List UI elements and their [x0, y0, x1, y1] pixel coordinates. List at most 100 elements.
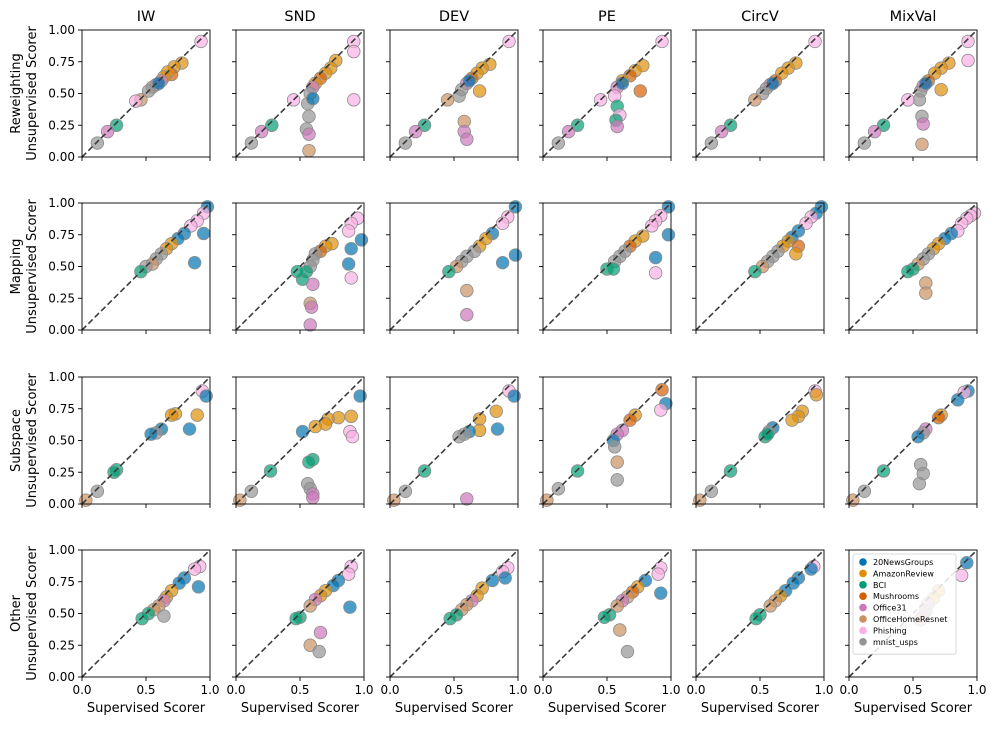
diagonal-reference-line [848, 202, 978, 331]
data-point-mnist-usps [452, 89, 466, 103]
data-point-mnist-usps [620, 644, 635, 659]
data-point-mnist-usps [312, 644, 326, 659]
data-point-20newsgroups [960, 556, 974, 570]
column-title: DEV [439, 9, 469, 25]
panel-mapping-snd [232, 202, 369, 334]
data-point-amazonreview [785, 413, 799, 427]
data-point-phishing [187, 562, 202, 576]
legend-marker-bci [859, 581, 867, 589]
diagonal-reference-line [235, 549, 365, 678]
y-tick-label: 0.25 [48, 291, 75, 305]
data-point-phishing [347, 44, 361, 59]
diagonal-reference-line [695, 29, 825, 158]
data-point-mnist-usps [398, 484, 413, 499]
diagonal-reference-line [81, 549, 211, 678]
data-point-20newsgroups [341, 257, 356, 271]
legend-label: OfficeHomeResnet [873, 615, 947, 624]
data-point-amazonreview [472, 84, 487, 98]
data-point-phishing [961, 34, 975, 49]
data-point-amazonreview [809, 388, 824, 402]
row-label-subspace: Subspace [9, 409, 24, 472]
x-tick-label: 1.0 [661, 683, 680, 697]
panel-mapping-pe [539, 200, 676, 334]
data-point-bci [289, 611, 303, 626]
y-tick-label: 0.50 [48, 434, 75, 448]
data-point-amazonreview [190, 408, 204, 422]
diagonal-reference-line [389, 549, 519, 678]
x-tick-label: 0.0 [380, 683, 399, 697]
y-tick-label: 0.75 [48, 55, 75, 69]
legend-marker-20newsgroups [859, 558, 867, 566]
panel-reweighting-pe: PE [539, 9, 672, 161]
diagonal-reference-line [235, 202, 365, 331]
x-axis-label: Supervised Scorer [548, 701, 667, 716]
data-point-bci [443, 611, 457, 626]
x-tick-label: 0.5 [444, 683, 463, 697]
legend-marker-mushrooms [859, 592, 867, 600]
data-point-phishing [954, 568, 969, 583]
legend: 20NewsGroups AmazonReview BCI Mushrooms Offi… [852, 553, 957, 655]
data-point-20newsgroups [648, 250, 663, 265]
x-tick-label: 0.5 [136, 683, 155, 697]
data-point-mnist-usps [244, 136, 259, 150]
data-point-officehomeresnet [915, 137, 929, 152]
panel-other-dev: 0.0 0.5 1.0 Supervised Scorer [380, 549, 528, 716]
legend-label: mnist_usps [873, 638, 918, 647]
data-point-phishing [495, 216, 510, 231]
diagonal-reference-line [542, 549, 672, 678]
data-point-office31 [304, 300, 319, 314]
data-point-bci [265, 118, 279, 132]
x-axis-label: Supervised Scorer [87, 701, 206, 716]
data-point-phishing [345, 429, 360, 444]
data-point-20newsgroups [498, 571, 512, 585]
data-point-office31 [460, 132, 474, 146]
x-tick-label: 1.0 [508, 683, 527, 697]
data-point-office31 [460, 492, 474, 506]
data-point-20newsgroups [199, 389, 213, 403]
legend-marker-office31 [859, 603, 867, 612]
y-tick-label: 0.00 [48, 150, 75, 164]
legend-label: 20NewsGroups [873, 558, 933, 567]
column-title: SND [284, 9, 315, 25]
x-tick-label: 1.0 [354, 683, 373, 697]
data-point-20newsgroups [495, 255, 510, 270]
panel-mapping-dev [386, 200, 523, 334]
legend-marker-officehomeresnet [859, 615, 867, 623]
data-point-phishing [129, 94, 143, 108]
data-point-mnist-usps [398, 136, 413, 150]
diagonal-reference-line [848, 376, 978, 505]
data-point-mushrooms [931, 410, 946, 425]
data-point-20newsgroups [152, 76, 166, 91]
row-label-reweighting: Reweighting [9, 53, 24, 133]
column-title: IW [137, 9, 156, 25]
data-point-officehomeresnet [460, 283, 474, 298]
diagonal-reference-line [695, 376, 825, 505]
data-point-mnist-usps [607, 440, 622, 454]
y-tick-label: 0.00 [48, 323, 75, 337]
data-point-mnist-usps [704, 136, 719, 150]
data-point-mnist-usps [90, 484, 105, 499]
data-point-mnist-usps [452, 429, 466, 444]
data-point-mnist-usps [857, 484, 872, 499]
y-axis-label: Unsupervised Scorer [25, 373, 40, 508]
data-point-bci [606, 262, 621, 276]
panel-reweighting-circv: CircV [692, 9, 825, 161]
y-tick-label: 0.00 [48, 497, 75, 511]
legend-label: Phishing [873, 626, 907, 635]
x-tick-label: 0.0 [686, 683, 705, 697]
column-title: CircV [741, 9, 779, 25]
diagonal-reference-line [542, 202, 672, 331]
diagonal-reference-line [695, 202, 825, 331]
data-point-mushrooms [633, 84, 647, 98]
row-label-mapping: Mapping [9, 239, 24, 295]
data-point-20newsgroups [144, 427, 158, 441]
data-point-mnist-usps [302, 109, 316, 124]
data-point-phishing [654, 403, 668, 417]
data-point-officehomeresnet [613, 623, 627, 637]
panel-subspace-pe [539, 376, 673, 508]
x-axis-label: Supervised Scorer [701, 701, 820, 716]
panel-mapping-mixval [845, 202, 982, 334]
panel-mapping-iw: 0.00 0.25 0.50 0.75 1.00 [48, 196, 215, 337]
panel-subspace-snd [232, 376, 367, 508]
data-point-phishing [645, 219, 659, 233]
